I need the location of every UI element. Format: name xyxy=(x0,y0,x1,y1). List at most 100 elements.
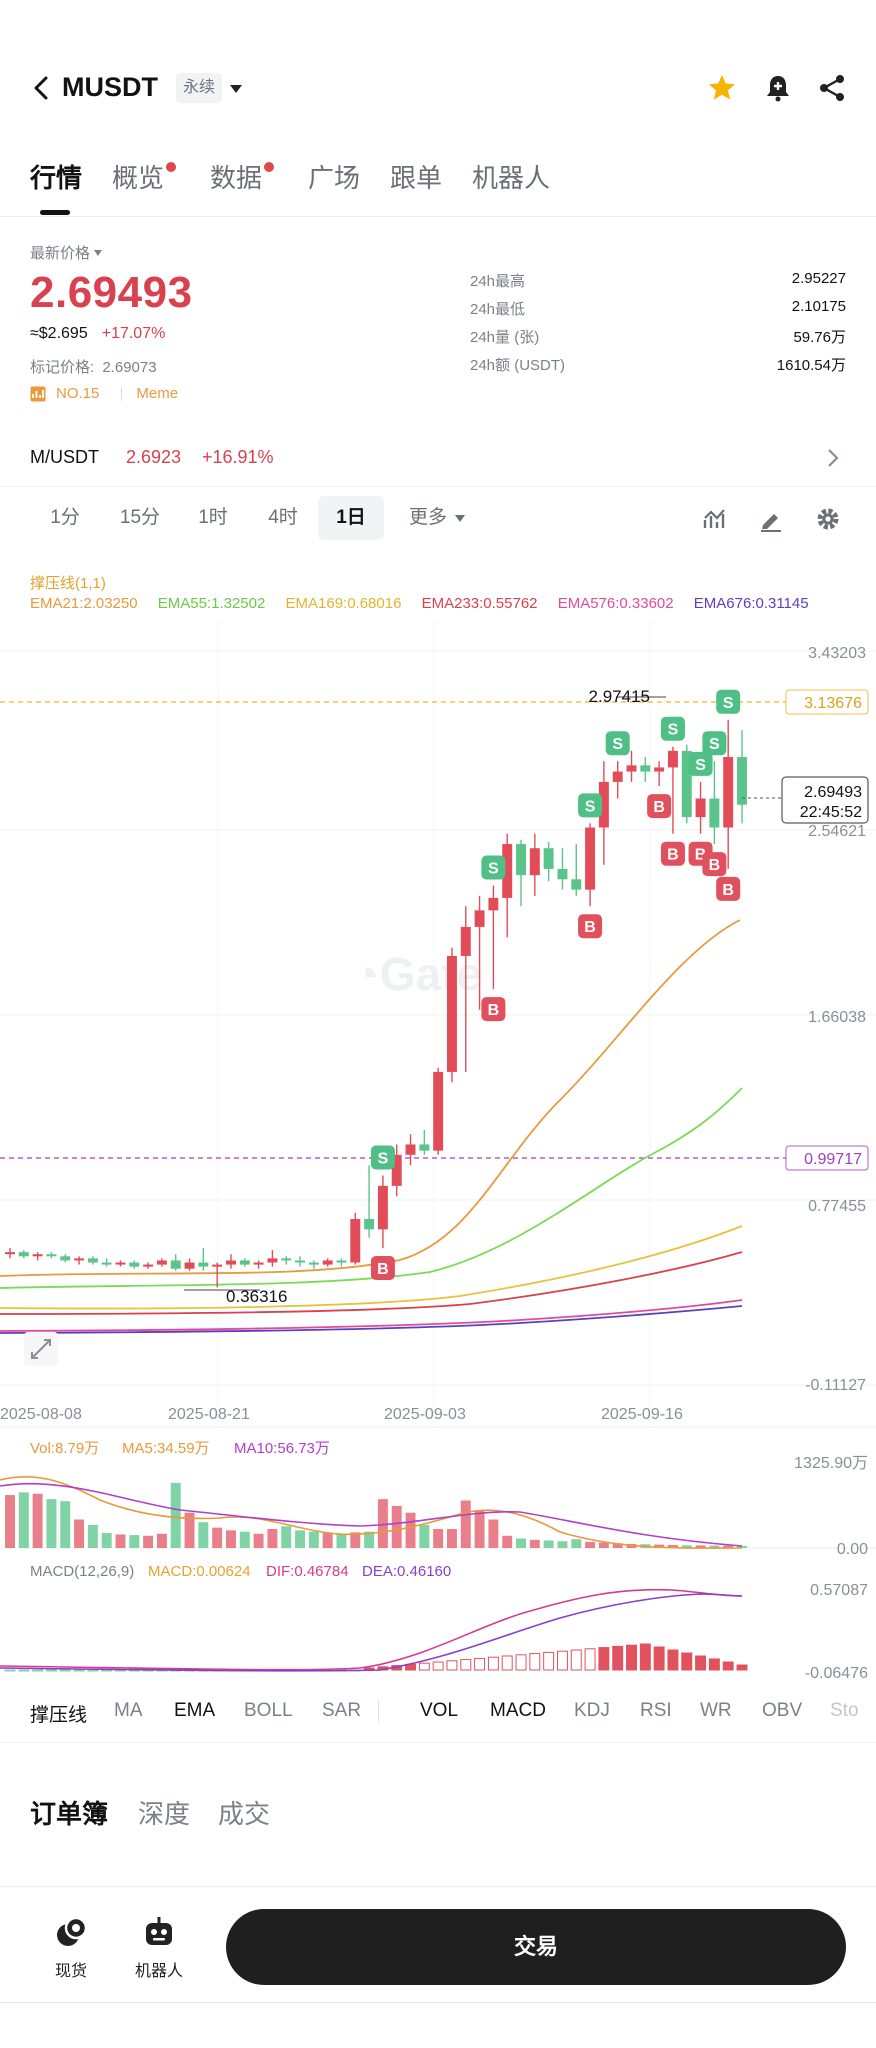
volume-bar xyxy=(322,1533,333,1548)
candle xyxy=(474,895,485,1010)
sell-signal-marker[interactable]: S xyxy=(370,1145,395,1170)
robot-label: 机器人 xyxy=(134,1963,183,1980)
indicator-tab-ma[interactable]: MA xyxy=(114,1700,143,1721)
star-icon[interactable] xyxy=(706,72,738,104)
candle-body xyxy=(143,1264,154,1267)
kline-chart[interactable]: ◔Gate 3.43203 2.54621 1.66038 0.77455 -0… xyxy=(0,620,876,1680)
candle xyxy=(364,1165,375,1238)
tab-copy-trading[interactable]: 跟单 xyxy=(390,163,443,193)
timeframe-4h[interactable]: 4时 xyxy=(268,507,298,528)
robot-button[interactable]: 机器人 xyxy=(114,1915,204,1981)
candle xyxy=(377,1175,388,1249)
tab-orderbook[interactable]: 订单簿 xyxy=(30,1799,109,1829)
indicator-tab-kdj[interactable]: KDJ xyxy=(574,1700,610,1721)
buy-signal-marker[interactable]: B xyxy=(702,852,727,877)
sell-signal-marker[interactable]: S xyxy=(605,731,630,756)
indicator-tab-sto[interactable]: Sto xyxy=(830,1700,859,1721)
latest-price-label[interactable]: 最新价格 xyxy=(30,242,103,263)
y-axis-label: -0.11127 xyxy=(805,1377,866,1394)
candle xyxy=(405,1134,416,1166)
candle-body xyxy=(156,1260,167,1265)
signal-badge xyxy=(647,794,672,819)
indicator-chart-icon[interactable] xyxy=(702,506,728,532)
tab-square[interactable]: 广场 xyxy=(308,163,361,193)
buy-signal-marker[interactable]: B xyxy=(660,841,685,866)
indicator-tab-sar[interactable]: SAR xyxy=(322,1700,362,1721)
back-icon[interactable] xyxy=(28,74,56,102)
x-axis-label: 2025-09-03 xyxy=(384,1406,466,1423)
spot-coin-icon xyxy=(57,1916,88,1946)
buy-signal-marker[interactable]: B xyxy=(647,794,672,819)
tab-trades[interactable]: 成交 xyxy=(218,1799,271,1829)
timeframe-15m[interactable]: 15分 xyxy=(119,507,161,528)
share-icon[interactable] xyxy=(816,72,848,104)
indicator-tab-macd[interactable]: MACD xyxy=(490,1700,546,1721)
indicator-tab-boll[interactable]: BOLL xyxy=(244,1700,293,1721)
macd-axis-bottom: -0.06476 xyxy=(805,1665,868,1680)
timeframe-1h[interactable]: 1时 xyxy=(198,507,228,528)
tab-depth[interactable]: 深度 xyxy=(138,1799,191,1829)
volume-bar xyxy=(557,1541,568,1548)
draw-pen-icon[interactable] xyxy=(758,506,784,532)
volume-ma5-legend: MA5:34.59万 xyxy=(122,1440,210,1457)
candle xyxy=(543,841,554,882)
candle xyxy=(433,1067,444,1155)
indicator-tab-rsi[interactable]: RSI xyxy=(640,1700,672,1721)
timeframe-1d[interactable]: 1日 xyxy=(318,496,384,540)
tab-robot[interactable]: 机器人 xyxy=(472,163,551,193)
watermark-logo: ◔Gate xyxy=(352,948,482,1000)
volume-bar xyxy=(156,1533,167,1548)
sell-signal-marker[interactable]: S xyxy=(688,751,713,776)
indicator-tab-vol[interactable]: VOL xyxy=(420,1700,459,1721)
expand-icon[interactable] xyxy=(24,1332,58,1366)
category-tag[interactable]: Meme xyxy=(136,385,179,402)
ema-legend[interactable]: EMA21:2.03250 EMA55:1.32502 EMA169:0.680… xyxy=(30,595,825,612)
sell-signal-marker[interactable]: S xyxy=(578,793,603,818)
timeframe-more[interactable]: 更多 xyxy=(398,496,476,540)
candle-body xyxy=(184,1262,195,1269)
candle-body xyxy=(626,765,637,772)
signal-label: S xyxy=(585,798,596,815)
buy-signal-marker[interactable]: B xyxy=(370,1256,395,1281)
sell-signal-marker[interactable]: S xyxy=(481,855,506,880)
volume-bar xyxy=(350,1532,361,1548)
timeframe-1m[interactable]: 1分 xyxy=(50,507,80,528)
indicator-tab-support[interactable]: 撑压线 xyxy=(30,1705,88,1726)
macd-bar xyxy=(487,1656,499,1671)
contract-type-badge[interactable]: 永续 xyxy=(176,73,223,103)
indicator-tab-wr[interactable]: WR xyxy=(700,1700,732,1721)
volume-bar xyxy=(170,1482,181,1548)
tab-data[interactable]: 数据 xyxy=(210,163,263,193)
spot-button[interactable]: 现货 xyxy=(26,1915,116,1981)
macd-bar xyxy=(722,1661,734,1671)
sell-signal-marker[interactable]: S xyxy=(702,731,727,756)
sell-signal-marker[interactable]: S xyxy=(660,716,685,741)
candle xyxy=(46,1252,57,1259)
page-title[interactable]: MUSDT xyxy=(62,72,158,102)
trade-button[interactable]: 交易 xyxy=(226,1909,846,1985)
indicator-tab-obv[interactable]: OBV xyxy=(762,1700,803,1721)
tab-market[interactable]: 行情 xyxy=(30,163,83,193)
rank-badge[interactable]: NO.15 xyxy=(56,385,100,402)
buy-signal-marker[interactable]: B xyxy=(578,914,603,939)
spot-pair-row[interactable]: M/USDT 2.6923 +16.91% xyxy=(0,434,876,484)
candle-body xyxy=(101,1262,112,1265)
indicator-tab-ema[interactable]: EMA xyxy=(174,1700,216,1721)
candle-body xyxy=(5,1252,15,1255)
volume-bar xyxy=(32,1493,43,1548)
candle-body xyxy=(239,1260,250,1265)
buy-signal-marker[interactable]: B xyxy=(481,997,506,1022)
volume-bar xyxy=(308,1531,319,1548)
signal-markers: S B S B S B S B S B S B S B S B xyxy=(370,689,741,1281)
tab-overview[interactable]: 概览 xyxy=(112,163,165,193)
volume-ma5-line xyxy=(0,1476,743,1549)
support-line-legend[interactable]: 撑压线(1,1) xyxy=(30,575,106,592)
stat-value-turnover: 1610.54万 xyxy=(776,357,846,374)
sell-signal-marker[interactable]: S xyxy=(716,689,741,714)
signal-badge xyxy=(370,1256,395,1281)
gear-icon[interactable] xyxy=(815,506,841,532)
chevron-down-icon[interactable] xyxy=(230,85,242,93)
bell-plus-icon[interactable] xyxy=(762,72,794,104)
macd-bar xyxy=(460,1659,472,1671)
buy-signal-marker[interactable]: B xyxy=(716,876,741,901)
